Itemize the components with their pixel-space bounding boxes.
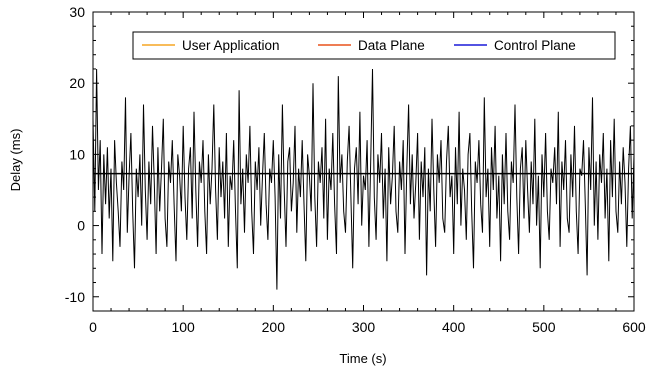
y-tick-label: -10 [65,289,85,305]
axis-ticks [92,11,635,311]
legend-label-control-plane: Control Plane [494,38,576,53]
x-tick-label: 0 [89,319,97,335]
y-axis-label: Delay (ms) [8,129,23,192]
legend-label-user-application: User Application [182,38,280,53]
y-tick-label: 30 [69,4,85,20]
y-tick-label: 0 [77,218,85,234]
y-tick-label: 10 [69,146,85,162]
x-axis-label: Time (s) [339,351,386,366]
x-tick-label: 200 [262,319,286,335]
legend-box [132,31,616,60]
series-line-user-application [92,68,635,290]
y-tick-label: 20 [69,75,85,91]
x-tick-label: 500 [532,319,556,335]
x-tick-label: 600 [622,319,646,335]
legend-label-data-plane: Data Plane [358,38,425,53]
legend: User Application Data Plane Control Plan… [132,31,616,60]
x-tick-label: 100 [171,319,195,335]
x-tick-label: 300 [352,319,376,335]
x-tick-label: 400 [442,319,466,335]
series-layer [92,68,635,290]
